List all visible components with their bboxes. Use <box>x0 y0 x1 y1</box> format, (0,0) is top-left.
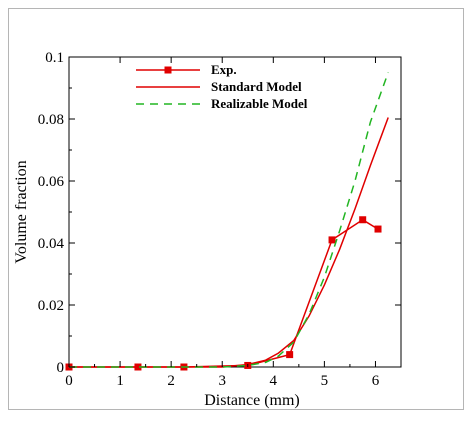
y-tick-label: 0 <box>57 360 65 376</box>
x-tick-label: 1 <box>116 373 124 389</box>
data-point-exp <box>359 216 367 224</box>
legend-label-realizable-model: Realizable Model <box>211 96 308 111</box>
x-tick-label: 0 <box>65 373 73 389</box>
series-line-realizable-model <box>69 72 389 368</box>
chart-frame <box>8 8 464 410</box>
y-tick-label: 0.08 <box>38 112 64 128</box>
tick-layer: 0 1 2 3 4 5 6 0 0.02 0.04 0.06 0.08 0.1 <box>38 50 401 389</box>
x-axis-title: Distance (mm) <box>204 392 300 409</box>
series-layer <box>65 72 389 371</box>
y-tick-label: 0.02 <box>38 298 64 314</box>
x-tick-label: 2 <box>167 373 175 389</box>
x-tick-label: 5 <box>321 373 329 389</box>
y-tick-label: 0.06 <box>38 174 65 190</box>
series-line-standard-model <box>69 117 389 368</box>
data-point-exp <box>286 351 294 359</box>
legend: Exp. Standard Model Realizable Model <box>136 62 308 111</box>
legend-marker-exp <box>164 66 172 74</box>
x-tick-label: 6 <box>372 373 380 389</box>
y-tick-label: 0.1 <box>45 50 64 66</box>
y-axis-title: Volume fraction <box>13 160 30 263</box>
legend-label-exp: Exp. <box>211 62 237 77</box>
data-point-exp <box>328 236 336 244</box>
y-tick-label: 0.04 <box>38 236 65 252</box>
x-tick-label: 3 <box>218 373 226 389</box>
data-point-exp <box>374 225 382 233</box>
legend-label-standard-model: Standard Model <box>211 79 302 94</box>
x-tick-label: 4 <box>270 373 278 389</box>
